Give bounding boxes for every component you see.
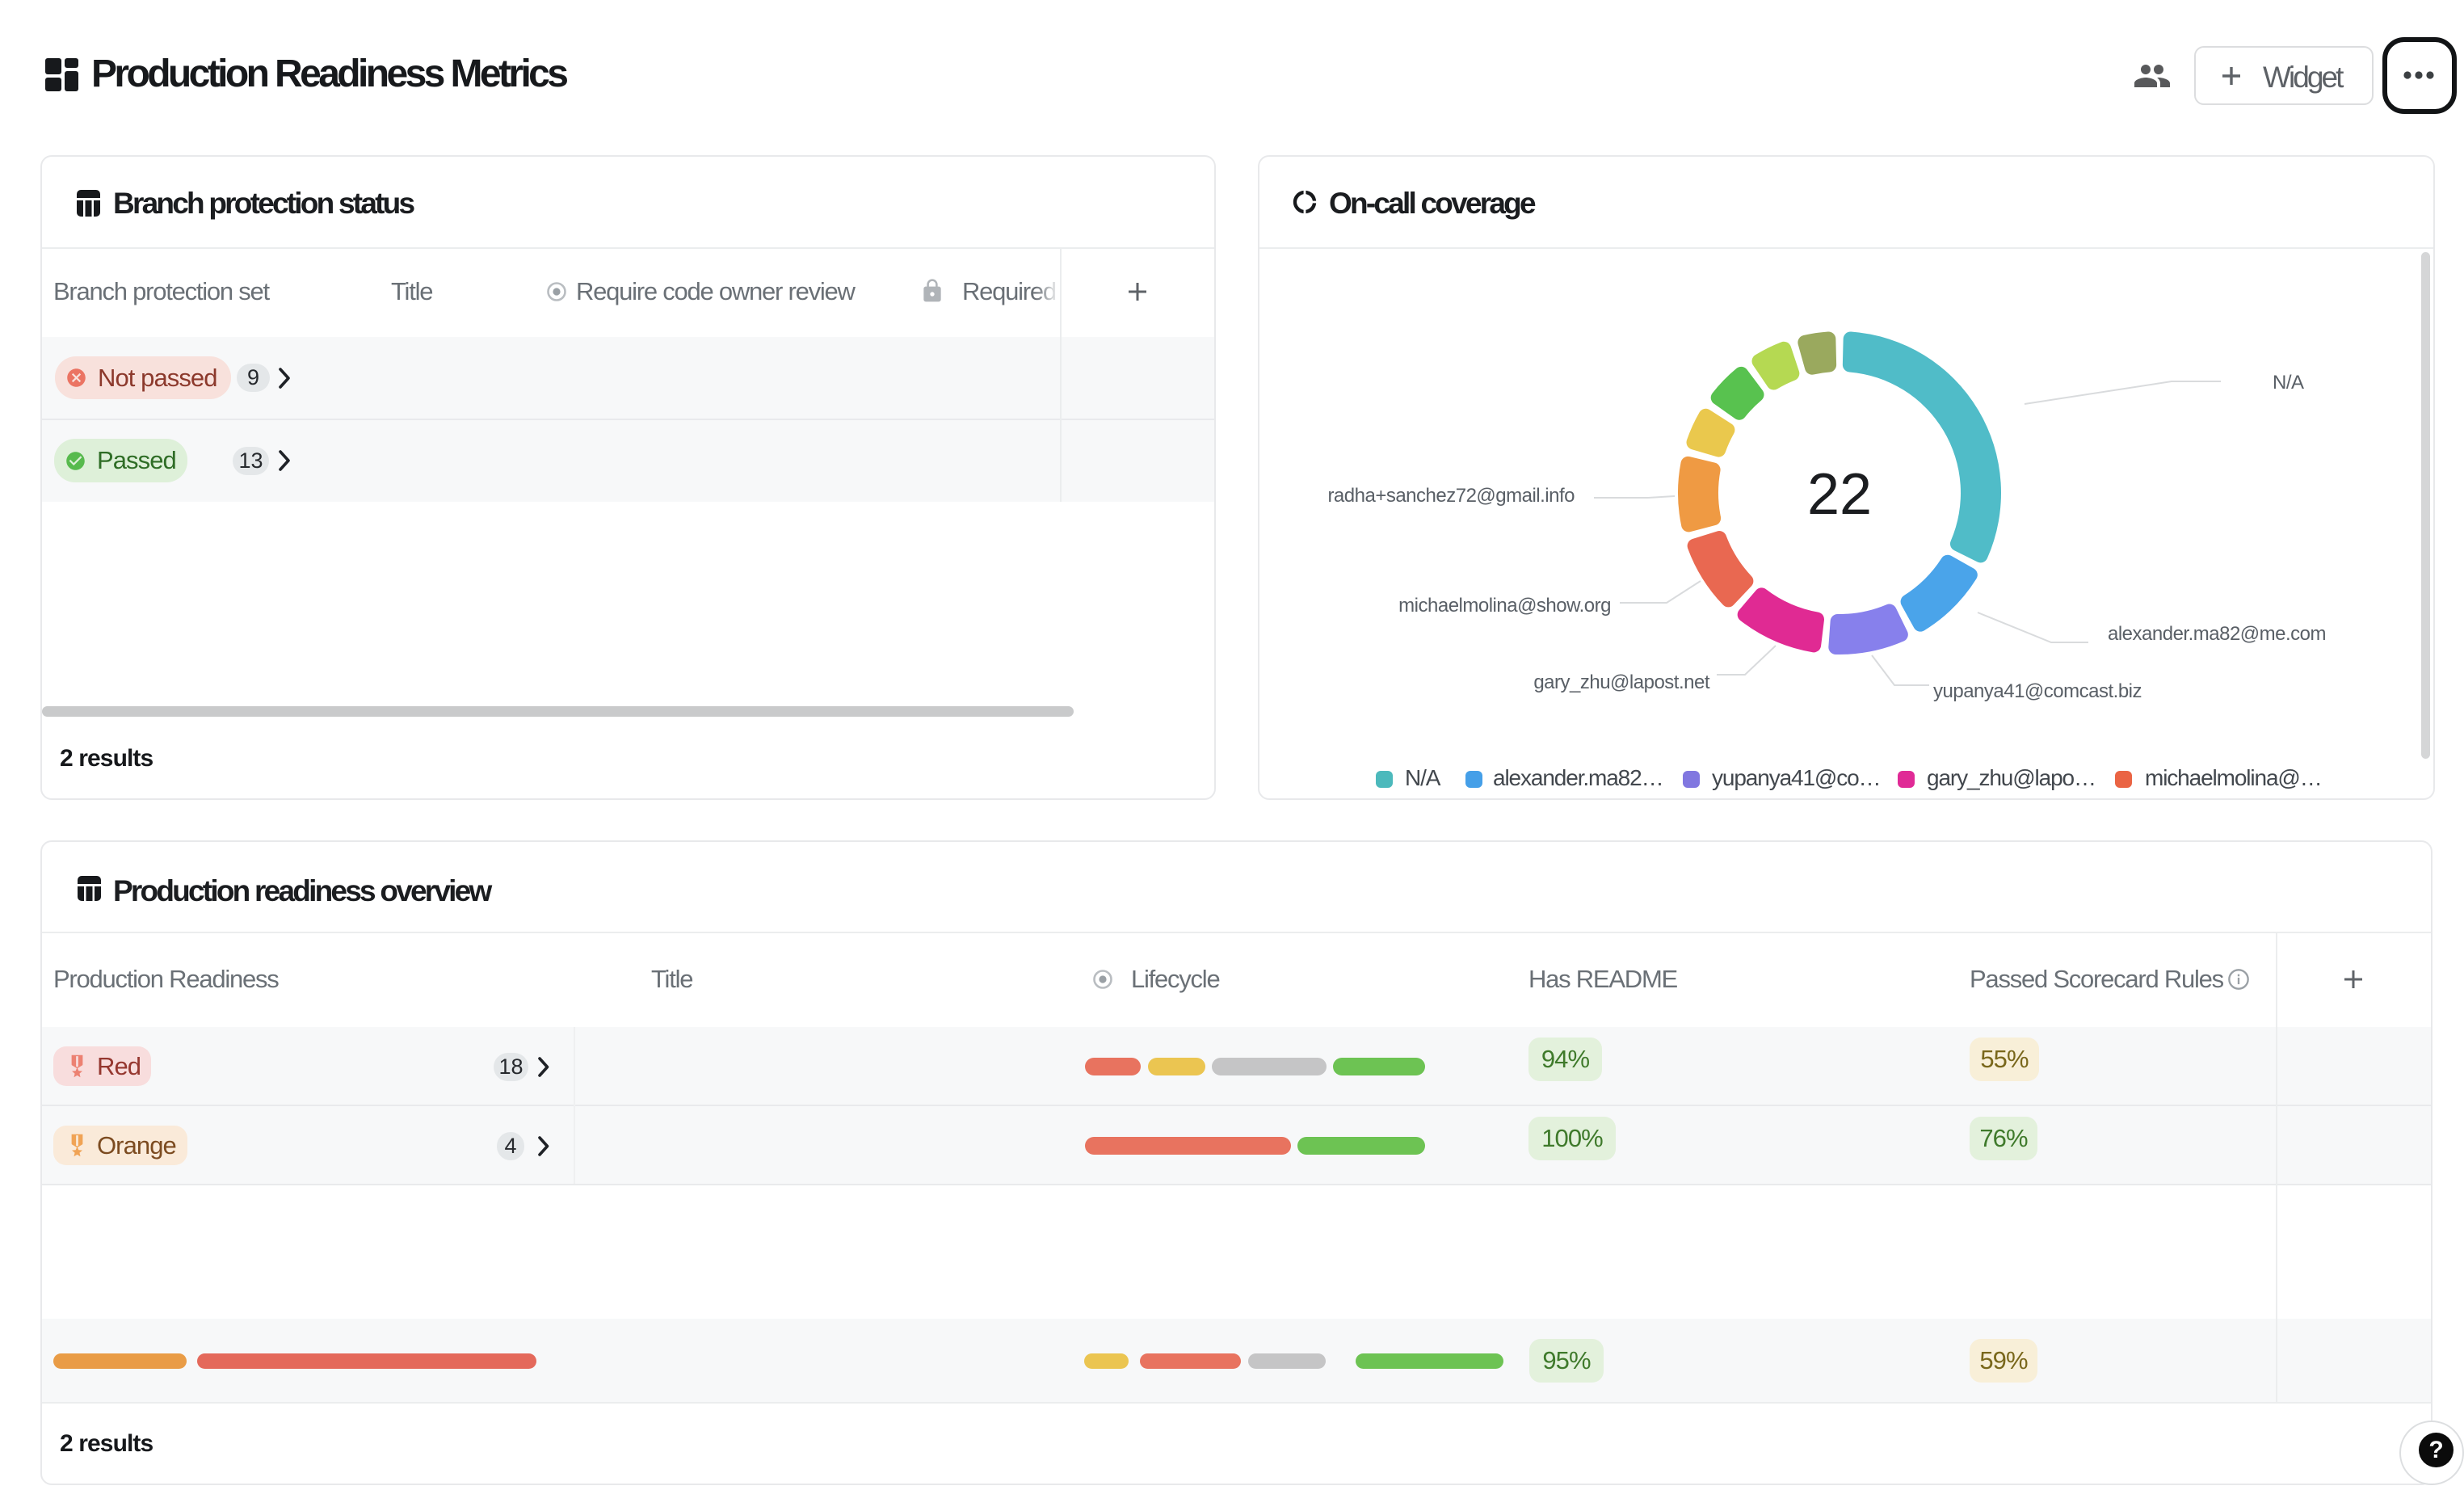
svg-text:gary_zhu@lapost.net: gary_zhu@lapost.net (1533, 671, 1710, 693)
svg-text:yupanya41@comcast.biz: yupanya41@comcast.biz (1933, 680, 2142, 702)
svg-text:michaelmolina@show.org: michaelmolina@show.org (1398, 595, 1611, 617)
svg-text:N/A: N/A (2273, 372, 2304, 394)
svg-text:alexander.ma82@me.com: alexander.ma82@me.com (2108, 623, 2326, 645)
svg-text:22: 22 (1807, 462, 1872, 527)
svg-text:radha+sanchez72@gmail.info: radha+sanchez72@gmail.info (1327, 485, 1575, 507)
